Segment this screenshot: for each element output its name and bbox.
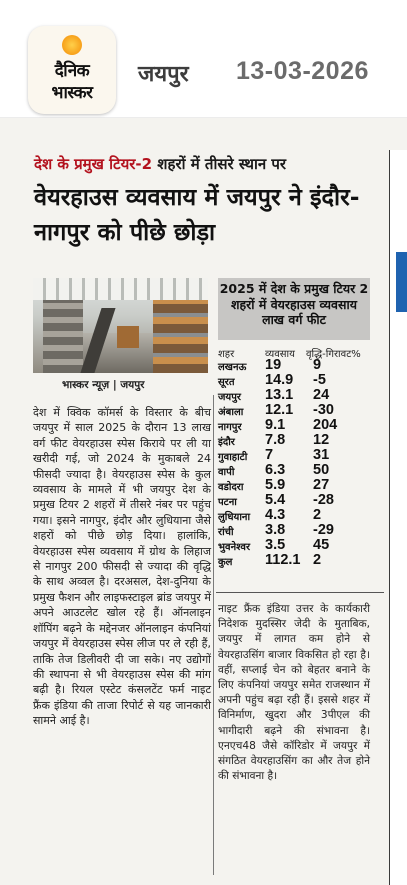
row-growth: -28 xyxy=(313,492,334,508)
table-row: इंदौर 7.8 12 xyxy=(218,432,378,448)
table-row: सूरत 14.9 -5 xyxy=(218,372,378,388)
row-growth: 2 xyxy=(313,552,322,568)
next-page-color-block xyxy=(396,252,407,312)
table-row-total: कुल 112.1 2 xyxy=(218,552,378,568)
row-volume: 5.4 xyxy=(265,492,286,508)
row-growth: 9 xyxy=(313,357,322,373)
kicker-red-text: देश के प्रमुख टियर-2 xyxy=(34,155,153,173)
row-city: रांची xyxy=(218,527,234,538)
table-row: अंबाला 12.1 -30 xyxy=(218,402,378,418)
article-body: देश में क्विक कॉमर्स के विस्तार के बीच ज… xyxy=(33,406,211,728)
table-row: लुधियाना 4.3 2 xyxy=(218,507,378,523)
row-growth: 50 xyxy=(313,462,330,478)
row-volume: 4.3 xyxy=(265,507,286,523)
row-volume: 112.1 xyxy=(265,552,301,568)
row-city: अंबाला xyxy=(218,407,244,418)
table-row: जयपुर 13.1 24 xyxy=(218,387,378,403)
row-city: भुवनेश्वर xyxy=(218,542,251,553)
app-header: दैनिक भास्कर जयपुर 13-03-2026 xyxy=(0,0,407,118)
logo-text-line1: दैनिक xyxy=(54,61,90,81)
table-title: 2025 में देश के प्रमुख टियर 2 शहरों में … xyxy=(218,278,370,340)
row-volume: 19 xyxy=(265,357,282,373)
table-header-city: शहर xyxy=(218,349,235,360)
row-city: जयपुर xyxy=(218,392,241,403)
table-row: लखनऊ 19 9 xyxy=(218,357,378,373)
table-row: वापी 6.3 50 xyxy=(218,462,378,478)
table-row: भुवनेश्वर 3.5 45 xyxy=(218,537,378,553)
newspaper-clipping xyxy=(0,118,407,885)
table-body: लखनऊ 19 9 सूरत 14.9 -5 जयपुर 13.1 24 अंबाला 12.… xyxy=(218,357,378,568)
photo-crate xyxy=(117,326,139,348)
row-volume: 6.3 xyxy=(265,462,286,478)
table-bottom-rule xyxy=(216,592,384,593)
row-city: लुधियाना xyxy=(218,512,251,523)
row-city: वापी xyxy=(218,467,235,478)
table-header-volume: व्यवसाय xyxy=(265,349,295,360)
row-growth: 2 xyxy=(313,507,322,523)
row-growth: 204 xyxy=(313,417,338,433)
article-credit: भास्कर न्यूज़ | जयपुर xyxy=(62,379,145,391)
photo-rack-right xyxy=(153,300,208,373)
next-page-edge[interactable] xyxy=(389,150,407,885)
row-city: इंदौर xyxy=(218,437,235,448)
row-growth: -5 xyxy=(313,372,326,388)
dainik-bhaskar-logo[interactable]: दैनिक भास्कर xyxy=(28,26,116,114)
row-volume: 5.9 xyxy=(265,477,286,493)
row-growth: 27 xyxy=(313,477,330,493)
row-city: वडोदरा xyxy=(218,482,244,493)
article-kicker: देश के प्रमुख टियर-2 शहरों में तीसरे स्थ… xyxy=(34,154,286,174)
edition-city[interactable]: जयपुर xyxy=(138,62,189,87)
row-volume: 9.1 xyxy=(265,417,286,433)
row-growth: -30 xyxy=(313,402,334,418)
photo-rack-left xyxy=(43,300,83,373)
row-volume: 3.8 xyxy=(265,522,286,538)
row-growth: 45 xyxy=(313,537,330,553)
row-city: पटना xyxy=(218,497,237,508)
row-city: नागपुर xyxy=(218,422,242,433)
row-volume: 7 xyxy=(265,447,274,463)
row-growth: 12 xyxy=(313,432,330,448)
row-growth: 24 xyxy=(313,387,330,403)
row-city: सूरत xyxy=(218,377,235,388)
row-volume: 7.8 xyxy=(265,432,286,448)
row-growth: -29 xyxy=(313,522,334,538)
article-headline: वेयरहाउस व्यवसाय में जयपुर ने इंदौर-नागप… xyxy=(34,183,360,246)
photo-ceiling xyxy=(33,278,208,300)
row-city: कुल xyxy=(218,557,233,568)
row-city: लखनऊ xyxy=(218,362,247,373)
table-row: नागपुर 9.1 204 xyxy=(218,417,378,433)
table-row: वडोदरा 5.9 27 xyxy=(218,477,378,493)
edition-date[interactable]: 13-03-2026 xyxy=(236,57,369,85)
table-row: रांची 3.8 -29 xyxy=(218,522,378,538)
logo-text-line2: भास्कर xyxy=(51,83,93,103)
table-header-growth: वृद्धि-गिरावट% xyxy=(306,349,361,360)
row-growth: 31 xyxy=(313,447,330,463)
column-divider xyxy=(213,395,214,875)
warehouse-photo xyxy=(33,278,208,373)
row-volume: 12.1 xyxy=(265,402,294,418)
table-row: पटना 5.4 -28 xyxy=(218,492,378,508)
sun-icon xyxy=(62,35,82,55)
row-volume: 13.1 xyxy=(265,387,294,403)
row-volume: 14.9 xyxy=(265,372,294,388)
article-side-text: नाइट फ्रैंक इंडिया उत्तर के कार्यकारी नि… xyxy=(218,603,370,783)
table-row: गुवाहाटी 7 31 xyxy=(218,447,378,463)
row-city: गुवाहाटी xyxy=(218,452,248,463)
row-volume: 3.5 xyxy=(265,537,286,553)
kicker-black-text: शहरों में तीसरे स्थान पर xyxy=(152,155,287,173)
